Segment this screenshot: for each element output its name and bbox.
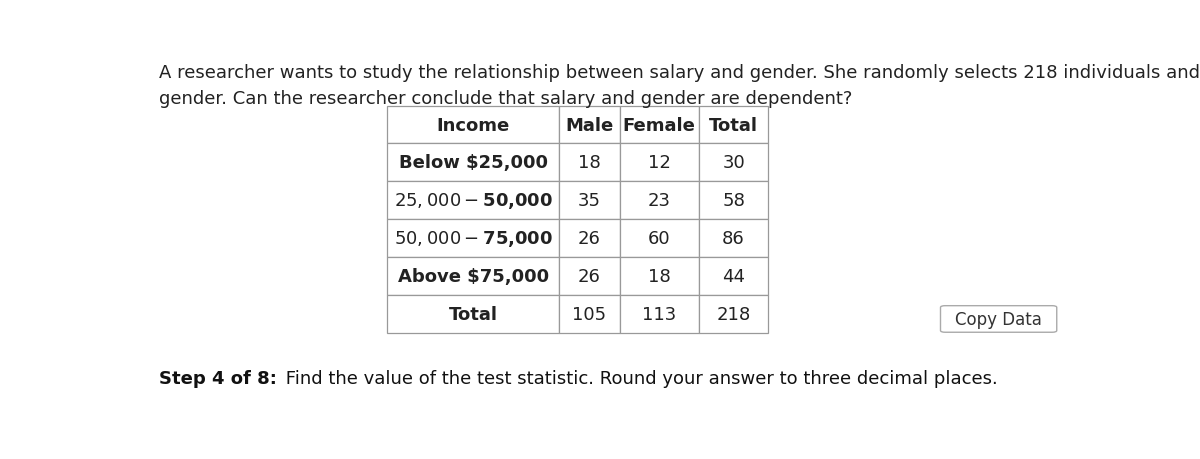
FancyBboxPatch shape (941, 306, 1057, 332)
Text: 12: 12 (648, 154, 671, 172)
Text: Above $75,000: Above $75,000 (397, 268, 548, 285)
Bar (619, 182, 698, 220)
Bar (388, 182, 559, 220)
Bar (388, 220, 559, 257)
Text: 86: 86 (722, 230, 745, 248)
Bar (698, 220, 768, 257)
Text: Female: Female (623, 116, 696, 134)
Bar (619, 106, 698, 144)
Text: 35: 35 (578, 192, 601, 210)
Text: 30: 30 (722, 154, 745, 172)
Text: $25,000-$50,000: $25,000-$50,000 (394, 191, 553, 211)
Text: A researcher wants to study the relationship between salary and gender. She rand: A researcher wants to study the relation… (160, 64, 1200, 107)
Text: $50,000-$75,000: $50,000-$75,000 (394, 229, 553, 249)
Text: Find the value of the test statistic. Round your answer to three decimal places.: Find the value of the test statistic. Ro… (280, 369, 997, 387)
Bar (698, 106, 768, 144)
Text: Below $25,000: Below $25,000 (398, 154, 547, 172)
Text: Total: Total (709, 116, 758, 134)
Text: 18: 18 (578, 154, 601, 172)
Bar (698, 257, 768, 296)
Text: 105: 105 (572, 305, 606, 323)
Bar (559, 144, 619, 182)
Text: 23: 23 (648, 192, 671, 210)
Bar (619, 257, 698, 296)
Text: 218: 218 (716, 305, 751, 323)
Bar (388, 106, 559, 144)
Text: 60: 60 (648, 230, 671, 248)
Text: 26: 26 (578, 230, 601, 248)
Bar (559, 257, 619, 296)
Bar (559, 296, 619, 333)
Text: 58: 58 (722, 192, 745, 210)
Bar (388, 144, 559, 182)
Bar (559, 220, 619, 257)
Bar (698, 296, 768, 333)
Text: Step 4 of 8:: Step 4 of 8: (160, 369, 277, 387)
Bar (559, 106, 619, 144)
Bar (619, 296, 698, 333)
Text: 26: 26 (578, 268, 601, 285)
Bar (619, 220, 698, 257)
Text: Copy Data: Copy Data (955, 310, 1042, 328)
Text: 113: 113 (642, 305, 677, 323)
Text: Male: Male (565, 116, 613, 134)
Text: 18: 18 (648, 268, 671, 285)
Bar (698, 182, 768, 220)
Bar (388, 296, 559, 333)
Bar (619, 144, 698, 182)
Bar (698, 144, 768, 182)
Text: Income: Income (437, 116, 510, 134)
Bar (388, 257, 559, 296)
Text: Total: Total (449, 305, 498, 323)
Bar (559, 182, 619, 220)
Text: 44: 44 (722, 268, 745, 285)
